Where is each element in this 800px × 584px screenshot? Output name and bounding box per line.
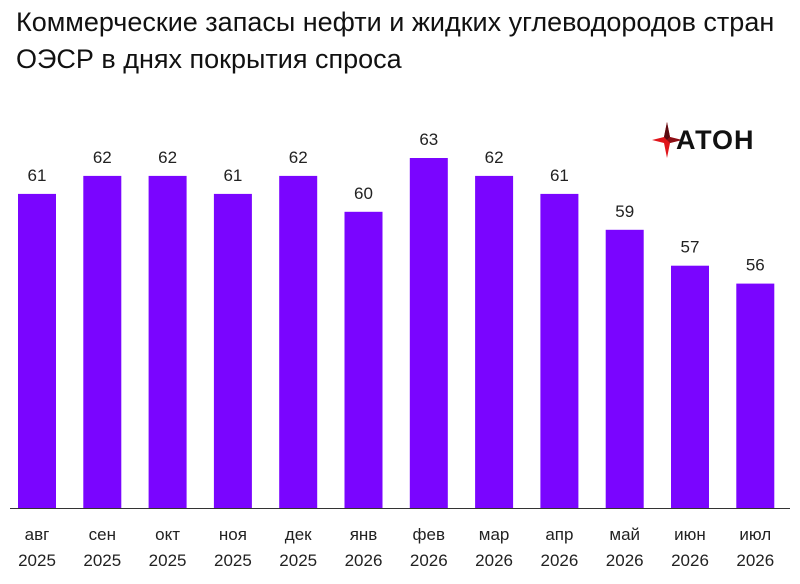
data-label: 61 [550,166,569,185]
x-tick-label-year: 2025 [279,551,317,570]
data-label: 62 [289,148,308,167]
bar [605,229,644,509]
data-label: 63 [419,130,438,149]
aton-logo: АТОН [652,118,782,162]
bar [213,193,252,508]
bar [344,211,383,509]
x-tick-label-month: апр [545,525,573,544]
x-tick-label-year: 2025 [83,551,121,570]
logo-text: АТОН [676,124,755,155]
data-label: 61 [223,166,242,185]
bar [736,283,775,508]
x-tick-label-month: мар [479,525,510,544]
bar [279,175,318,508]
bar [148,175,187,508]
x-tick-label-year: 2026 [410,551,448,570]
x-tick-label-year: 2025 [214,551,252,570]
bar [83,175,122,508]
data-label: 61 [28,166,47,185]
data-label: 56 [746,256,765,275]
x-tick-label-year: 2026 [540,551,578,570]
x-tick-label-month: янв [350,525,378,544]
x-tick-label-month: окт [155,525,180,544]
x-tick-label-year: 2025 [149,551,187,570]
x-tick-label-year: 2026 [345,551,383,570]
x-tick-label-year: 2026 [606,551,644,570]
data-label: 59 [615,202,634,221]
x-tick-label-year: 2026 [736,551,774,570]
x-tick-label-month: июн [674,525,706,544]
x-tick-label-year: 2026 [475,551,513,570]
chart-title: Коммерческие запасы нефти и жидких углев… [16,7,775,74]
data-label: 62 [158,148,177,167]
aton-logo-icon [652,122,682,158]
x-tick-label-month: фев [413,525,445,544]
x-tick-label-month: июл [739,525,771,544]
bar [540,193,579,508]
x-tick-label-month: дек [285,525,312,544]
data-label: 57 [681,238,700,257]
x-tick-label-month: ноя [219,525,247,544]
x-tick-label-month: авг [25,525,50,544]
bar [409,158,448,508]
x-tick-label-year: 2026 [671,551,709,570]
data-label: 62 [485,148,504,167]
bar [18,193,56,508]
data-label: 62 [93,148,112,167]
bar [475,175,514,508]
x-tick-label-month: май [609,525,640,544]
bar [671,265,709,508]
data-label: 60 [354,184,373,203]
x-tick-label-year: 2025 [18,551,56,570]
x-tick-label-month: сен [89,525,116,544]
